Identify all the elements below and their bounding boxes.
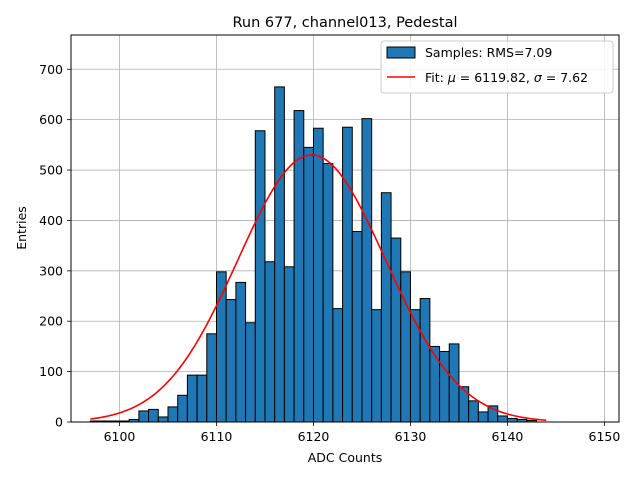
histogram-bar [167, 406, 179, 423]
histogram-bar [439, 350, 450, 423]
x-tick-label: 6130 [395, 429, 427, 444]
histogram-bars [89, 86, 538, 423]
histogram-bar [303, 146, 314, 423]
histogram-bar [138, 410, 150, 423]
histogram-bar [506, 417, 518, 423]
legend-fit-mu-symbol: μ [447, 70, 456, 85]
histogram-bar [342, 126, 353, 423]
histogram-bar [312, 127, 324, 423]
histogram-bar [361, 118, 373, 423]
histogram-bar [283, 266, 295, 423]
legend-histogram-swatch [386, 46, 416, 59]
histogram-bar [245, 322, 256, 423]
legend-box [380, 40, 614, 94]
x-axis-label: ADC Counts [308, 450, 383, 465]
fit-curve [90, 154, 547, 422]
legend: Samples: RMS=7.09 Fit: μ = 6119.82, σ = … [380, 40, 614, 94]
legend-histogram-label: Samples: RMS=7.09 [425, 45, 552, 60]
y-tick-label: 100 [39, 364, 63, 379]
legend-fit-mu-value: = 6119.82, [456, 70, 534, 85]
histogram-bar [235, 281, 247, 423]
histogram-bar [225, 299, 237, 423]
legend-fit-sigma-value: = 7.62 [542, 70, 588, 85]
histogram-bar [332, 308, 344, 423]
histogram-bar [351, 231, 363, 423]
histogram-bar [157, 416, 169, 423]
histogram-bar [254, 130, 266, 423]
x-tick-label: 6110 [201, 429, 233, 444]
y-axis-ticks: 0 100 200 300 400 500 600 700 [39, 62, 71, 430]
x-tick-label: 6140 [492, 429, 524, 444]
legend-fit-sigma-symbol: σ [534, 70, 543, 85]
plot-frame [70, 34, 620, 423]
histogram-bar [380, 192, 392, 423]
histogram-bar [264, 261, 276, 423]
x-axis-ticks: 6100 6110 6120 6130 6140 6150 [104, 422, 621, 444]
y-tick-label: 400 [39, 213, 63, 228]
histogram-bar [409, 309, 421, 423]
chart-title: Run 677, channel013, Pedestal [232, 15, 457, 31]
x-tick-label: 6150 [589, 429, 621, 444]
y-tick-label: 500 [39, 163, 63, 178]
histogram-bar [196, 374, 208, 423]
y-tick-label: 600 [39, 112, 63, 127]
histogram-bar [274, 86, 285, 423]
x-tick-label: 6100 [104, 429, 136, 444]
x-tick-label: 6120 [298, 429, 330, 444]
histogram-bar [177, 394, 188, 423]
legend-fit-label: Fit: μ = 6119.82, σ = 7.62 [425, 70, 588, 85]
histogram-bar [371, 309, 382, 423]
histogram-bar [390, 237, 402, 423]
histogram-bar [322, 162, 334, 423]
legend-fit-prefix: Fit: [425, 70, 448, 85]
y-tick-label: 0 [55, 415, 63, 430]
y-tick-label: 200 [39, 314, 63, 329]
histogram-bar [468, 400, 479, 423]
histogram-bar [206, 333, 217, 423]
histogram-bar [186, 374, 198, 423]
y-axis-label: Entries [14, 206, 29, 250]
histogram-bar [419, 298, 431, 423]
histogram-bar [429, 345, 441, 423]
histogram-bar [148, 408, 159, 423]
histogram-bar [497, 415, 508, 423]
y-tick-label: 300 [39, 263, 63, 278]
histogram-bar [477, 411, 489, 423]
y-tick-label: 700 [39, 62, 63, 77]
